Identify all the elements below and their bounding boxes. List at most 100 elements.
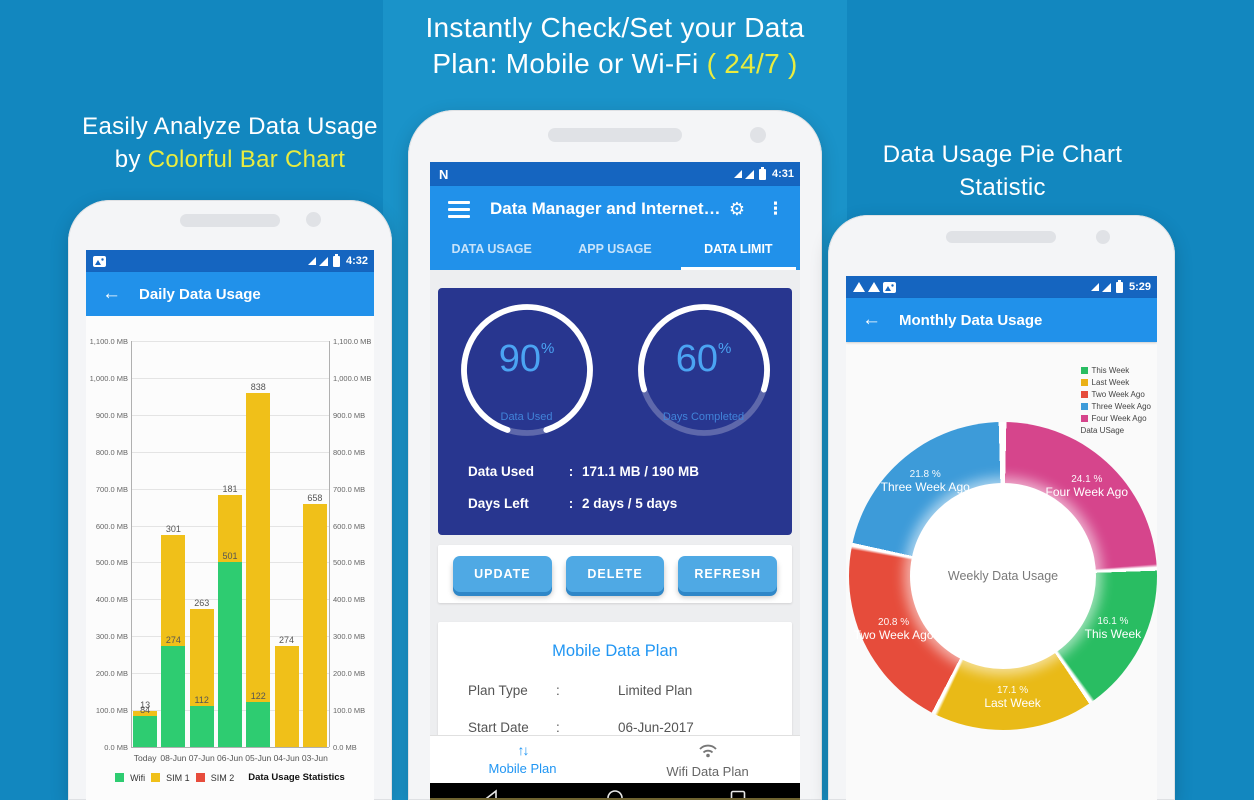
slice-name: Last Week [984,695,1041,710]
slice-label-two-week-ago: 20.8 % Two Week Ago [846,617,954,642]
delete-button[interactable]: DELETE [565,556,665,592]
y-axis-tick-label: 600.0 MB [333,521,366,531]
daily-usage-bar-chart: 1,100.0 MB 1,100.0 MB 1,000.0 MB 1,000.0 MB… [86,316,374,800]
pie-legend-item: Four Week Ago [1080,414,1151,423]
bottom-navigation: ↑↓ Mobile Plan Wifi Data Plan [430,735,800,786]
signal-icon [733,170,742,178]
nav-item-mobile-plan[interactable]: ↑↓ Mobile Plan [430,736,615,786]
slice-label-last-week: 17.1 % Last Week [953,685,1073,710]
circular-gauge: 60% Days Completed [634,300,774,440]
plan-row: Start Date : 06-Jun-2017 [468,720,694,735]
stat-label: Data Used [468,464,535,479]
bar-segment-sim1 [246,392,271,702]
y-axis-tick-label: 300.0 MB [95,632,128,642]
bar-segment-sim1 [161,534,186,646]
tab-data-usage[interactable]: DATA USAGE [451,242,532,256]
donut-hole [910,483,1096,669]
donut-center-label: Weekly Data Usage [947,569,1059,583]
screenshot-icon [883,281,896,293]
usage-stat-row: Days Left : 2 days / 5 days [468,496,678,511]
slice-name: Three Week Ago [880,479,970,494]
banner-line2: Plan: Mobile or Wi-Fi ( 24/7 ) [432,48,798,79]
slice-name: Two Week Ago [853,628,934,643]
signal-icon [1090,283,1099,291]
clock-text: 4:31 [771,168,794,180]
battery-icon [1115,279,1123,293]
settings-gear-icon[interactable]: ⚙ [728,198,745,219]
plan-row-label: Plan Type [468,683,528,698]
android-n-icon: N [439,166,449,182]
clock-text: 4:32 [345,255,368,267]
warning-icon [868,282,880,292]
nav-item-label: Wifi Data Plan [666,764,749,779]
bar-segment-sim1 [274,645,299,747]
tab-app-usage[interactable]: APP USAGE [578,242,652,256]
nav-item-label: Mobile Plan [488,761,557,776]
overflow-menu-icon[interactable]: ⋮ [767,199,784,218]
right-phone-screen: 5:29 ← Monthly Data Usage This Week Last… [846,276,1157,800]
axis-left [131,341,132,747]
legend-label: SIM 2 [210,772,235,783]
left-heading: Easily Analyze Data Usage by Colorful Ba… [40,110,420,176]
actions-card: UPDATE DELETE REFRESH [438,545,792,603]
charging-battery-icon [758,166,766,180]
legend-label: Two Week Ago [1091,390,1145,399]
pie-legend-item: This Week [1080,366,1151,375]
refresh-button[interactable]: REFRESH [678,556,778,592]
plan-row: Plan Type : Limited Plan [468,683,693,698]
bar-segment-wifi [218,562,242,747]
middle-phone-frame: N 4:31 Data Manager and Internet… ⚙ ⋮ DA… [408,110,822,800]
gauge-percent: 90% [498,338,555,380]
y-axis-tick-label: 600.0 MB [95,521,128,531]
bar-segment-wifi [246,701,271,747]
bottom-edge-line [430,798,800,800]
back-arrow-icon[interactable]: ← [862,309,881,330]
home-nav-icon[interactable] [606,789,624,798]
gridline [131,451,329,453]
recents-nav-icon[interactable] [729,789,747,798]
bar-value-label: 274 [165,634,181,645]
back-arrow-icon[interactable]: ← [102,283,121,304]
bar-value-label: 84 [140,704,151,715]
menu-icon[interactable] [448,197,470,222]
wifi-signal-icon [318,256,328,266]
stat-label: Days Left [468,496,529,511]
back-nav-icon[interactable] [483,789,501,798]
axis-right [329,341,330,747]
x-axis-category-label: Today [133,753,157,763]
y-axis-tick-label: 400.0 MB [95,595,128,605]
right-phone-frame: 5:29 ← Monthly Data Usage This Week Last… [828,215,1175,800]
left-app-bar-title: Daily Data Usage [139,285,261,303]
bar-segment-sim1 [218,495,242,563]
y-axis-tick-label: 500.0 MB [95,558,128,568]
left-status-bar: 4:32 [86,250,374,272]
plan-rows: Plan Type : Limited Plan Start Date : 06-… [438,683,792,735]
y-axis-tick-label: 1,100.0 MB [89,337,128,346]
y-axis-tick-label: 1,100.0 MB [333,337,372,346]
tab-data-limit[interactable]: DATA LIMIT [677,232,800,270]
stat-value: 171.1 MB / 190 MB [582,464,700,479]
system-nav-bar[interactable] [430,783,800,798]
banner-heading: Instantly Check/Set your Data Plan: Mobi… [383,10,847,82]
screenshot-icon [93,255,106,267]
nav-item-wifi-data-plan[interactable]: Wifi Data Plan [615,736,800,786]
slice-label-three-week-ago: 21.8 % Three Week Ago [865,469,985,494]
bar-value-label: 501 [222,551,238,562]
left-phone-speaker [180,214,280,227]
gridline [131,414,329,416]
legend-swatch [1080,367,1088,374]
chart-legend: Wifi SIM 1 SIM 2 Data Usage Statistics [86,772,374,783]
gridline [131,377,329,379]
legend-swatch [1080,379,1088,386]
legend-label: Last Week [1091,378,1130,387]
clock-text: 5:29 [1128,281,1151,293]
legend-swatch [1080,391,1088,398]
pie-legend: This Week Last Week Two Week Ago Three W… [1080,366,1151,435]
update-button[interactable]: UPDATE [453,556,552,592]
slice-label-four-week-ago: 24.1 % Four Week Ago [1027,474,1147,499]
right-app-bar-title: Monthly Data Usage [899,311,1043,329]
middle-app-bar: Data Manager and Internet… ⚙ ⋮ [430,186,800,232]
left-heading-line1: Easily Analyze Data Usage [82,113,378,140]
plan-row-value: 06-Jun-2017 [618,720,694,735]
